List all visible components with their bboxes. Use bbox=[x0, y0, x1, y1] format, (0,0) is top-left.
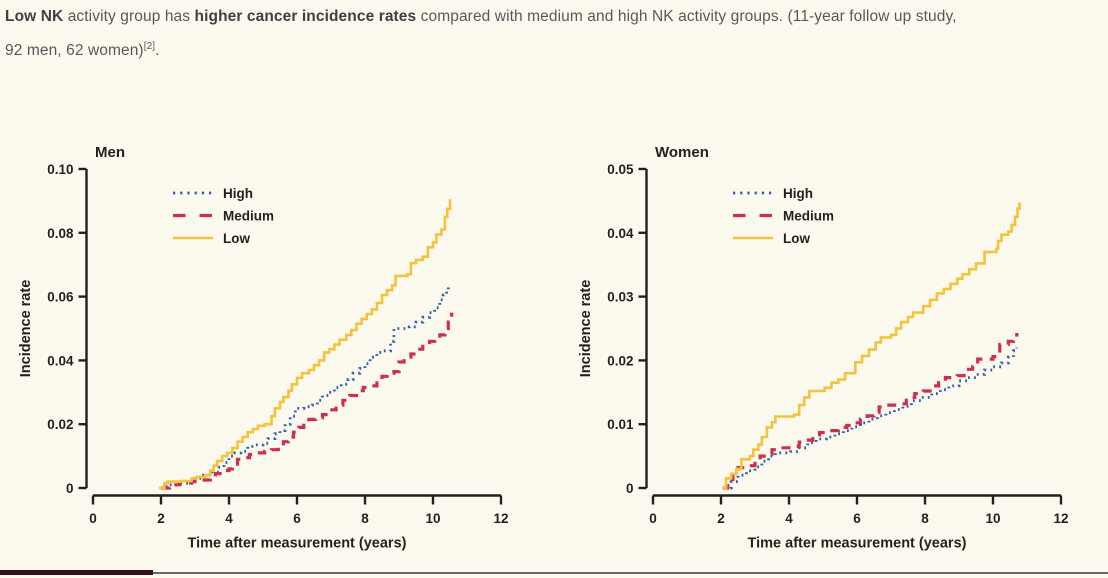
scrollbar-thumb[interactable] bbox=[0, 570, 153, 575]
legend-label-medium: Medium bbox=[223, 209, 274, 224]
caption-segment: compared with medium and high NK activit… bbox=[416, 8, 957, 25]
caption-segment: 92 men, 62 women) bbox=[5, 42, 144, 59]
caption-line-1: Low NK activity group has higher cancer … bbox=[5, 8, 957, 25]
x-tick-label: 12 bbox=[1053, 511, 1068, 526]
y-axis-label: Incidence rate bbox=[578, 280, 594, 378]
caption-segment: . bbox=[155, 42, 160, 59]
caption-text: Low NK activity group has higher cancer … bbox=[5, 2, 1103, 66]
caption-segment: higher cancer incidence rates bbox=[194, 8, 417, 25]
y-tick-label: 0.08 bbox=[47, 226, 74, 241]
legend-label-medium: Medium bbox=[783, 209, 834, 224]
x-tick-label: 4 bbox=[785, 511, 793, 526]
y-tick-label: 0.02 bbox=[47, 417, 73, 432]
series-high bbox=[161, 285, 450, 490]
y-tick-label: 0.10 bbox=[47, 162, 73, 177]
women-incidence-chart: Women 0 0.01 0.02 0.03 0.04 0.05 0 2 4 6 8 10 12 Time … bbox=[578, 144, 1069, 552]
x-tick-label: 10 bbox=[425, 511, 440, 526]
legend-label-low: Low bbox=[223, 231, 250, 246]
x-axis-label: Time after measurement (years) bbox=[188, 536, 407, 552]
legend-label-high: High bbox=[223, 186, 253, 201]
chart-title: Men bbox=[95, 144, 125, 161]
caption-line-2: 92 men, 62 women)[2]. bbox=[5, 41, 160, 59]
series-low bbox=[722, 202, 1021, 490]
x-tick-label: 2 bbox=[717, 511, 725, 526]
men-incidence-chart: Men 0 0.02 0.04 0.06 0.08 0.10 0 2 4 6 8 10 12 Time af… bbox=[18, 144, 509, 552]
y-tick-label: 0 bbox=[626, 481, 634, 496]
y-tick-label: 0.04 bbox=[607, 226, 634, 241]
y-tick-label: 0.04 bbox=[47, 353, 74, 368]
series-medium bbox=[722, 333, 1019, 490]
x-tick-label: 4 bbox=[225, 511, 233, 526]
series-low bbox=[159, 199, 452, 490]
x-tick-label: 8 bbox=[921, 511, 929, 526]
x-tick-label: 0 bbox=[649, 511, 657, 526]
x-tick-label: 0 bbox=[89, 511, 97, 526]
x-tick-label: 6 bbox=[853, 511, 861, 526]
caption-segment: Low NK bbox=[5, 8, 64, 25]
legend-label-low: Low bbox=[783, 231, 810, 246]
chart-title: Women bbox=[655, 144, 709, 161]
y-tick-label: 0.02 bbox=[607, 353, 633, 368]
caption-segment: [2] bbox=[143, 41, 156, 52]
y-tick-label: 0.05 bbox=[607, 162, 634, 177]
scrollbar-track[interactable] bbox=[0, 572, 1108, 574]
y-tick-label: 0 bbox=[66, 481, 74, 496]
legend-label-high: High bbox=[783, 186, 813, 201]
x-axis-label: Time after measurement (years) bbox=[748, 536, 967, 552]
y-axis-label: Incidence rate bbox=[18, 280, 34, 378]
y-tick-label: 0.01 bbox=[607, 417, 634, 432]
x-tick-label: 8 bbox=[361, 511, 369, 526]
x-tick-label: 2 bbox=[157, 511, 165, 526]
y-tick-label: 0.03 bbox=[607, 290, 634, 305]
caption-segment: activity group has bbox=[63, 8, 195, 25]
x-tick-label: 10 bbox=[985, 511, 1000, 526]
x-tick-label: 12 bbox=[493, 511, 508, 526]
y-tick-label: 0.06 bbox=[47, 290, 74, 305]
x-tick-label: 6 bbox=[293, 511, 301, 526]
series-medium bbox=[161, 312, 454, 490]
